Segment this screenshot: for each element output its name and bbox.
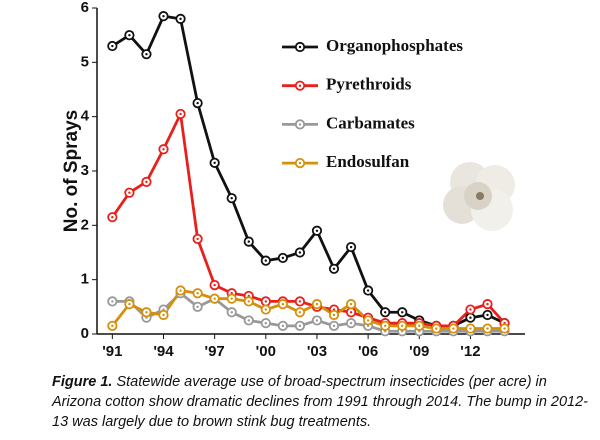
marker-dot — [213, 297, 216, 300]
marker-dot — [298, 324, 302, 328]
marker-dot — [247, 300, 250, 303]
marker-dot — [145, 311, 148, 314]
marker-dot — [315, 302, 319, 306]
marker-dot — [315, 229, 319, 232]
marker-dot — [349, 245, 353, 249]
series-line — [111, 14, 506, 328]
y-tick-label: 3 — [81, 162, 89, 179]
marker-dot — [315, 319, 319, 322]
marker-dot — [162, 313, 165, 317]
marker-dot — [179, 289, 182, 292]
marker-dot — [486, 313, 489, 317]
marker-dot — [298, 84, 302, 87]
x-tick-label: '94 — [153, 343, 174, 360]
marker-dot — [435, 327, 438, 330]
marker-dot — [179, 112, 182, 116]
marker-dot — [469, 308, 472, 311]
marker-dot — [281, 324, 285, 328]
marker-dot — [230, 311, 233, 314]
marker-dot — [264, 321, 268, 325]
chart: No. of Sprays 0 1 2 3 4 5 6 '91 '94 '97 '00 '03 '06 '… — [61, 0, 525, 360]
marker-dot — [247, 319, 250, 322]
marker-dot — [111, 215, 114, 219]
marker-dot — [383, 324, 387, 328]
marker-dot — [469, 316, 472, 319]
marker-dot — [196, 101, 199, 105]
marker-dot — [349, 321, 353, 325]
marker-dot — [111, 324, 114, 328]
marker-dot — [401, 324, 404, 328]
marker-dot — [503, 327, 506, 330]
marker-dot — [349, 311, 353, 314]
marker-dot — [298, 123, 302, 126]
x-tick-label: '06 — [358, 343, 378, 360]
marker-dot — [486, 327, 489, 330]
y-axis-label: No. of Sprays — [61, 110, 82, 232]
series-line — [111, 112, 506, 328]
marker-dot — [145, 180, 148, 184]
marker-dot — [469, 327, 472, 330]
y-tick-label: 6 — [81, 0, 89, 16]
caption-text: Statewide average use of broad-spectrum … — [52, 374, 589, 430]
cotton-image — [443, 162, 515, 231]
marker-dot — [298, 300, 302, 303]
marker-dot — [486, 302, 489, 306]
caption-label: Figure 1. — [52, 374, 113, 390]
x-tick-label: '91 — [102, 343, 122, 360]
marker-dot — [230, 196, 233, 200]
marker-dot — [281, 302, 285, 306]
marker-dot — [213, 283, 216, 287]
y-tick-label: 1 — [81, 271, 89, 288]
x-tick-label: '97 — [205, 343, 225, 360]
marker-dot — [162, 14, 165, 18]
x-tick-label: '00 — [256, 343, 276, 360]
x-tick-label: '12 — [460, 343, 480, 360]
marker-dot — [366, 289, 370, 292]
marker-dot — [452, 327, 455, 330]
marker-dot — [111, 300, 114, 303]
legend-label: Carbamates — [326, 113, 415, 132]
marker-dot — [179, 17, 182, 21]
marker-dot — [128, 33, 131, 37]
marker-dot — [401, 311, 404, 314]
y-tick-label: 0 — [81, 325, 89, 342]
marker-dot — [247, 240, 250, 243]
marker-dot — [298, 251, 302, 254]
marker-dot — [230, 297, 233, 300]
legend-label: Endosulfan — [326, 152, 410, 171]
marker-dot — [349, 302, 353, 306]
y-tick-label: 5 — [81, 53, 89, 70]
y-tick-label: 4 — [81, 108, 90, 125]
marker-dot — [145, 52, 148, 56]
marker-dot — [196, 292, 199, 295]
marker-dot — [418, 324, 421, 328]
legend-label: Organophosphates — [326, 36, 463, 55]
marker-dot — [281, 256, 285, 260]
caption: Figure 1. Statewide average use of broad… — [52, 372, 597, 432]
x-tick-label: '03 — [307, 343, 327, 360]
marker-dot — [264, 308, 268, 311]
marker-dot — [196, 237, 199, 241]
marker-dot — [298, 311, 302, 314]
marker-dot — [366, 319, 370, 322]
marker-dot — [264, 300, 268, 303]
legend-label: Pyrethroids — [326, 75, 412, 94]
y-tick-label: 2 — [81, 216, 89, 233]
marker-dot — [298, 161, 302, 165]
marker-dot — [383, 311, 387, 314]
marker-dot — [264, 259, 268, 262]
marker-dot — [332, 324, 336, 328]
marker-dot — [196, 305, 199, 309]
marker-dot — [332, 267, 336, 270]
marker-dot — [332, 313, 336, 317]
marker-dot — [128, 191, 131, 194]
marker-dot — [162, 148, 165, 151]
marker-dot — [213, 161, 216, 165]
x-tick-label: '09 — [409, 343, 429, 360]
marker-dot — [128, 302, 131, 306]
marker-dot — [298, 45, 302, 49]
marker-dot — [111, 44, 114, 48]
